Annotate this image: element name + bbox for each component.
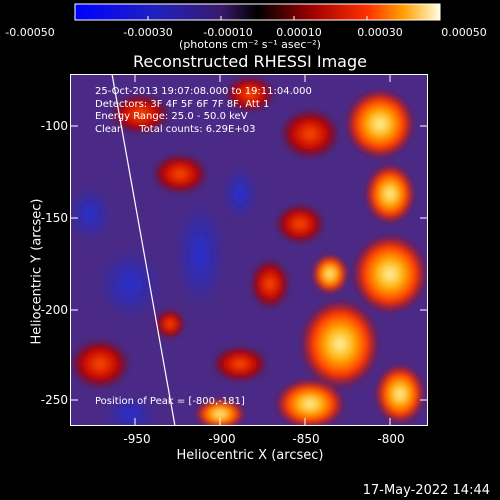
colorbar-tick-label: 0.00010	[276, 26, 322, 39]
detectors: Detectors: 3F 4F 5F 6F 7F 8F, Att 1	[95, 98, 270, 110]
clean-counts: Clean Total counts: 6.29E+03	[95, 123, 256, 135]
colorbar-tick-label: 0.00050	[441, 26, 487, 39]
colorbar-tick-label: -0.00050	[5, 26, 55, 39]
colorbar-units: (photons cm⁻² s⁻¹ asec⁻²)	[179, 38, 321, 51]
colorbar-tick-label: 0.00030	[357, 26, 403, 39]
colorbar	[74, 3, 441, 21]
y-tick-label: -150	[40, 211, 68, 225]
x-tick-label: -950	[123, 432, 151, 446]
y-tick-label: -200	[40, 303, 68, 317]
x-tick-label: -800	[377, 432, 405, 446]
rhessi-image	[70, 74, 428, 426]
x-tick-label: -900	[208, 432, 236, 446]
time-range: 25-Oct-2013 19:07:08.000 to 19:11:04.000	[95, 86, 312, 97]
energy-range: Energy Range: 25.0 - 50.0 keV	[95, 111, 248, 122]
peak-position: Position of Peak = [-800,-181]	[95, 396, 245, 407]
y-axis-label: Heliocentric Y (arcsec)	[29, 198, 45, 345]
colorbar-tick-label: -0.00010	[203, 26, 253, 39]
x-axis-label: Heliocentric X (arcsec)	[176, 448, 324, 463]
colorbar-tick-label: -0.00030	[123, 26, 173, 39]
plot-title: Reconstructed RHESSI Image	[133, 52, 367, 71]
observation-info: 25-Oct-2013 19:07:08.000 to 19:11:04.000…	[95, 86, 312, 136]
x-tick-label: -850	[292, 432, 320, 446]
solar-limb-line	[111, 74, 176, 426]
y-tick-label: -100	[40, 119, 68, 133]
timestamp-footer: 17-May-2022 14:44	[362, 483, 490, 498]
y-tick-label: -250	[40, 393, 68, 407]
